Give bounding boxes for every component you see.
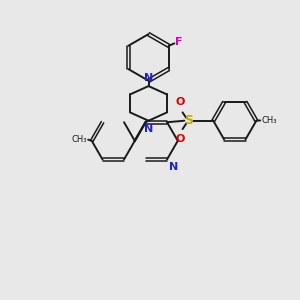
Text: F: F: [175, 37, 183, 47]
Text: CH₃: CH₃: [261, 116, 277, 124]
Text: CH₃: CH₃: [72, 135, 87, 144]
Text: S: S: [184, 114, 193, 127]
Text: N: N: [169, 162, 178, 172]
Text: N: N: [144, 73, 153, 82]
Text: N: N: [144, 124, 153, 134]
Text: O: O: [176, 97, 185, 107]
Text: O: O: [176, 134, 185, 144]
